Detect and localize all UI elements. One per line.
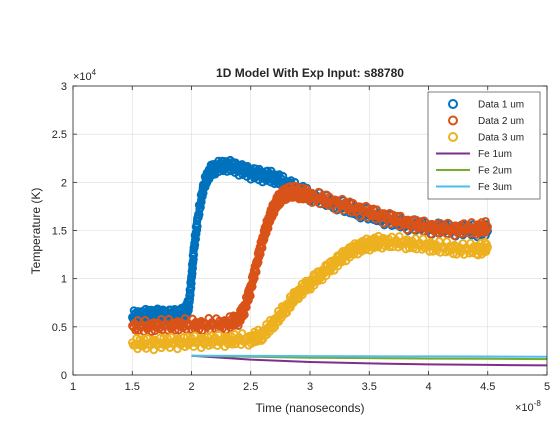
chart-title: 1D Model With Exp Input: s88780 <box>216 66 404 80</box>
data-marker-3 <box>425 247 434 256</box>
legend-box <box>427 91 541 200</box>
x-tick-label: 1 <box>70 381 76 393</box>
y-axis-multiplier-exponent: 4 <box>92 68 97 77</box>
data-marker-2 <box>171 326 180 335</box>
data-marker-2 <box>483 222 492 232</box>
data-marker-1 <box>195 210 204 219</box>
legend: Data 1 um Data 2 um Data 3 um Fe 1um Fe 2um F… <box>427 91 541 200</box>
data-marker-1 <box>186 283 196 293</box>
legend-marker <box>448 99 458 109</box>
x-tick-label: 3.5 <box>362 381 377 393</box>
legend-label: Data 3 um <box>478 133 524 144</box>
y-tick-label: 1.5 <box>52 226 67 238</box>
x-tick-label: 3 <box>307 381 313 393</box>
x-axis-multiplier-exponent: -8 <box>534 399 542 408</box>
x-tick-label: 2 <box>188 381 194 393</box>
data-marker-2 <box>252 267 261 277</box>
legend-label: Data 1 um <box>478 100 524 111</box>
data-marker-2 <box>443 218 453 228</box>
legend-marker <box>448 132 458 142</box>
data-marker-3 <box>269 324 278 333</box>
x-axis-label: Time (nanoseconds) <box>256 401 365 415</box>
x-tick-label: 1.5 <box>125 381 140 393</box>
y-axis-label: Temperature (K) <box>29 188 43 275</box>
data-marker-1 <box>189 255 198 264</box>
x-tick-label: 5 <box>544 381 550 393</box>
data-marker-1 <box>193 222 202 231</box>
data-marker-2 <box>396 211 405 221</box>
y-tick-label: 2 <box>61 177 67 189</box>
x-tick-label: 4.5 <box>480 381 495 393</box>
data-marker-3 <box>385 242 394 252</box>
legend-label: Fe 1um <box>478 149 512 160</box>
x-tick-label: 2.5 <box>243 381 258 393</box>
legend-label: Fe 3um <box>478 182 512 193</box>
legend-label: Fe 2um <box>478 166 512 177</box>
data-marker-2 <box>419 216 429 225</box>
y-tick-label: 0.5 <box>52 322 67 334</box>
series-line-fe-3um <box>191 354 548 358</box>
data-marker-1 <box>184 306 193 315</box>
legend-marker <box>448 115 458 126</box>
data-marker-2 <box>240 310 249 319</box>
data-marker-1 <box>192 225 202 235</box>
legend-label: Data 2 um <box>478 116 524 127</box>
data-marker-2 <box>246 291 255 301</box>
y-tick-label: 2.5 <box>52 129 67 141</box>
y-tick-label: 1 <box>61 274 67 286</box>
y-tick-label: 0 <box>61 370 67 382</box>
y-tick-label: 3 <box>61 81 67 93</box>
y-axis-multiplier: ×104 <box>73 68 97 83</box>
data-marker-3 <box>483 242 492 252</box>
series-line-fe-1um <box>191 354 548 367</box>
x-tick-label: 4 <box>425 381 431 393</box>
